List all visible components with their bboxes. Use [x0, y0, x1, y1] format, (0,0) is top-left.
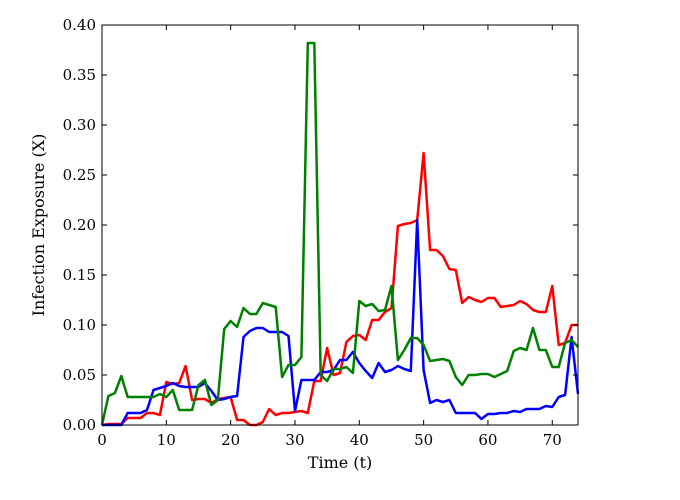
- y-axis-label: Infection Exposure (X): [29, 134, 48, 317]
- x-tick-label: 30: [285, 431, 304, 449]
- x-tick-label: 50: [414, 431, 433, 449]
- y-tick-label: 0.10: [63, 316, 96, 334]
- x-tick-label: 60: [478, 431, 497, 449]
- x-tick-label: 70: [543, 431, 562, 449]
- y-tick-label: 0.05: [63, 366, 96, 384]
- y-tick-label: 0.30: [63, 116, 96, 134]
- y-tick-label: 0.25: [63, 166, 96, 184]
- y-tick-label: 0.15: [63, 266, 96, 284]
- y-tick-label: 0.35: [63, 66, 96, 84]
- y-tick-label: 0.40: [63, 16, 96, 34]
- series-line-1: [101, 151, 578, 427]
- x-tick-label: 20: [221, 431, 240, 449]
- ticks-layer: 0 10 20 30 40 50 60 70 0.00 0.05 0.10 0.15 0.20 0.25 0…: [63, 16, 578, 449]
- plot-area-frame: [101, 24, 579, 426]
- y-tick-label: 0.20: [63, 216, 96, 234]
- series-line-3: [100, 41, 579, 426]
- series-layer: [100, 41, 580, 427]
- x-axis-label: Time (t): [308, 453, 372, 472]
- series-line-2: [102, 218, 580, 427]
- x-tick-label: 10: [157, 431, 176, 449]
- x-tick-label: 40: [350, 431, 369, 449]
- x-tick-label: 0: [97, 431, 107, 449]
- y-tick-label: 0.00: [63, 416, 96, 434]
